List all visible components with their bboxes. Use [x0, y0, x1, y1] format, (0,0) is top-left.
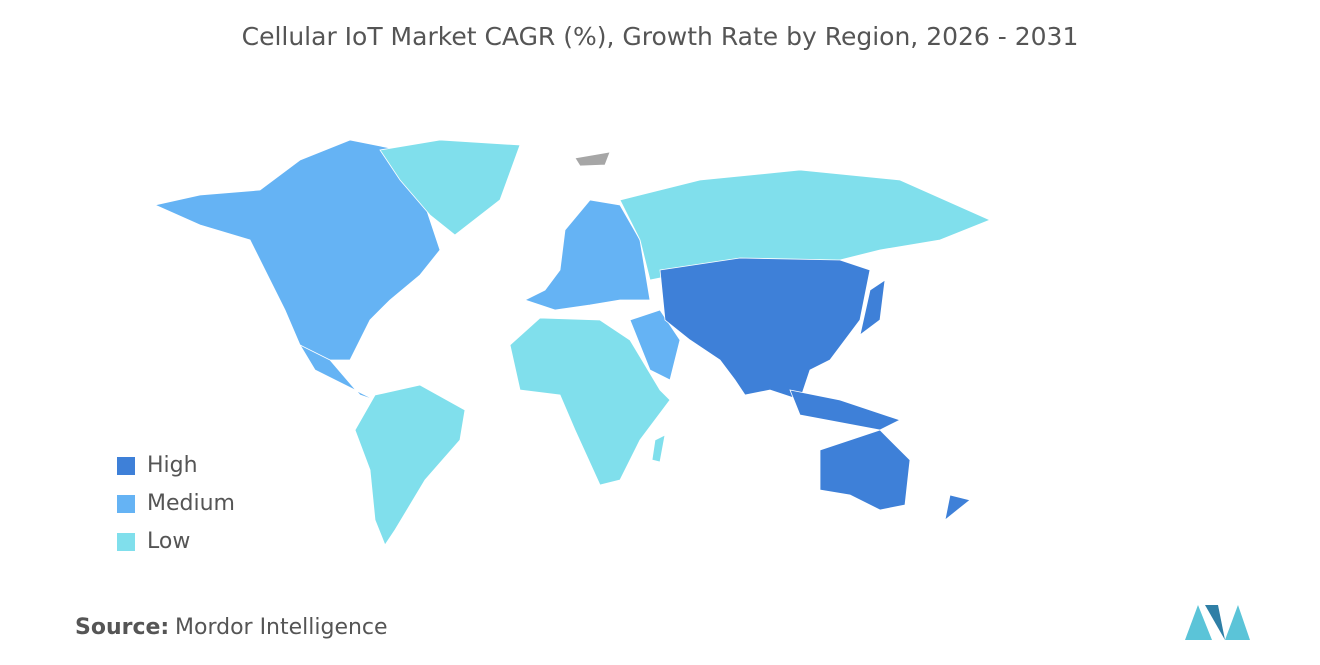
greenland	[379, 139, 521, 236]
southeast-asia-islands	[789, 389, 902, 431]
africa	[509, 317, 671, 486]
europe	[523, 199, 651, 311]
madagascar	[651, 434, 666, 463]
map-title: Cellular IoT Market CAGR (%), Growth Rat…	[242, 22, 1079, 51]
asia	[659, 257, 871, 401]
legend-label: Medium	[147, 491, 235, 516]
legend-swatch	[117, 495, 135, 513]
legend-label: Low	[147, 529, 190, 554]
legend-label: High	[147, 453, 198, 478]
source-text: Mordor Intelligence	[175, 615, 388, 640]
new-zealand	[944, 494, 971, 521]
world-map	[153, 139, 992, 546]
middle-east	[629, 309, 681, 381]
legend-swatch	[117, 457, 135, 475]
legend: High Medium Low	[117, 453, 235, 554]
north-america	[153, 139, 441, 361]
russia	[619, 169, 992, 281]
logo	[1185, 605, 1250, 640]
no-data-region	[574, 151, 611, 167]
japan	[859, 279, 886, 336]
south-america	[354, 384, 466, 546]
source-label: Source:	[75, 615, 169, 640]
australia	[819, 429, 911, 511]
legend-swatch	[117, 533, 135, 551]
